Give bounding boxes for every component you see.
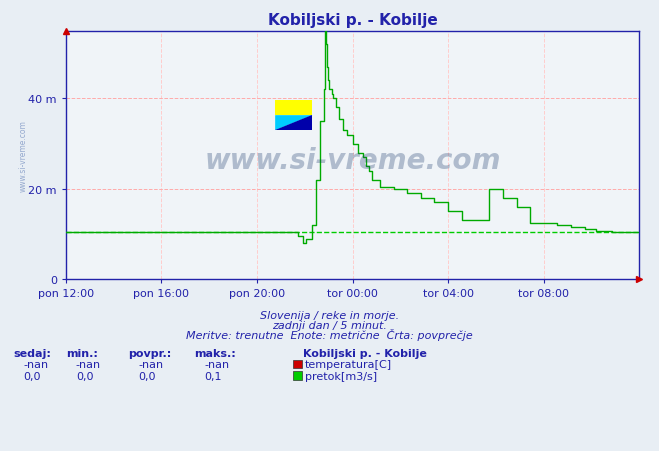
Text: www.si-vreme.com: www.si-vreme.com [18, 120, 28, 192]
Text: maks.:: maks.: [194, 348, 236, 358]
Text: Kobiljski p. - Kobilje: Kobiljski p. - Kobilje [303, 348, 427, 358]
Polygon shape [275, 116, 312, 131]
Text: -nan: -nan [23, 359, 48, 369]
Text: Meritve: trenutne  Enote: metrične  Črta: povprečje: Meritve: trenutne Enote: metrične Črta: … [186, 329, 473, 341]
Text: min.:: min.: [66, 348, 98, 358]
Text: temperatura[C]: temperatura[C] [305, 359, 392, 369]
Text: -nan: -nan [138, 359, 163, 369]
Text: 0,0: 0,0 [76, 371, 94, 381]
Title: Kobiljski p. - Kobilje: Kobiljski p. - Kobilje [268, 13, 438, 28]
Text: 0,0: 0,0 [138, 371, 156, 381]
Text: -nan: -nan [204, 359, 229, 369]
Text: www.si-vreme.com: www.si-vreme.com [204, 147, 501, 175]
Text: sedaj:: sedaj: [13, 348, 51, 358]
Bar [275, 101, 312, 116]
Text: 0,0: 0,0 [23, 371, 41, 381]
Text: povpr.:: povpr.: [129, 348, 172, 358]
Text: Slovenija / reke in morje.: Slovenija / reke in morje. [260, 310, 399, 320]
Polygon shape [275, 116, 312, 131]
Text: zadnji dan / 5 minut.: zadnji dan / 5 minut. [272, 320, 387, 330]
Text: -nan: -nan [76, 359, 101, 369]
Text: pretok[m3/s]: pretok[m3/s] [305, 371, 377, 381]
Text: 0,1: 0,1 [204, 371, 222, 381]
